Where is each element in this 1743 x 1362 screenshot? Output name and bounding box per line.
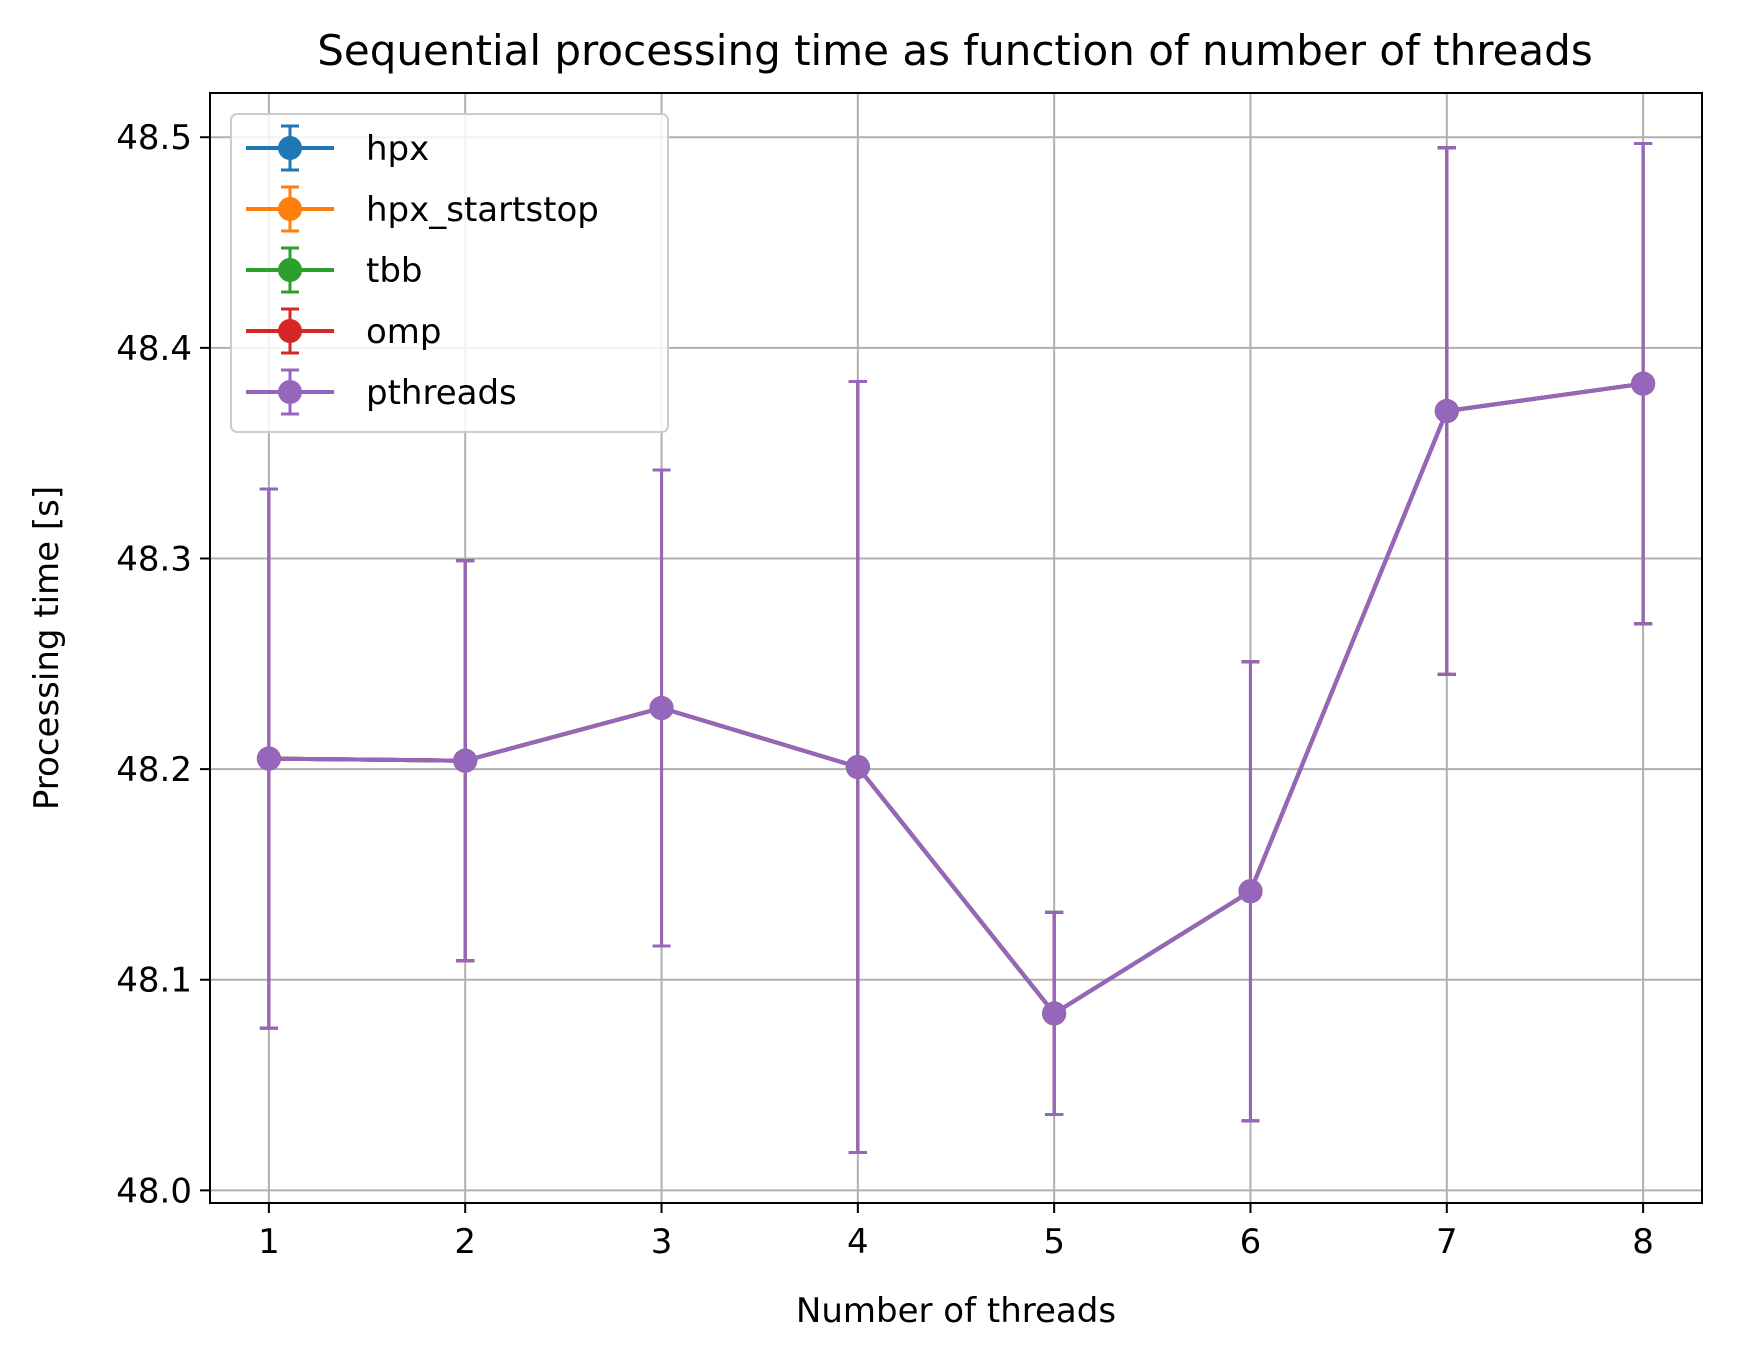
- legend-frame: [230, 113, 669, 433]
- x-tick-label: 4: [847, 1222, 869, 1262]
- legend-marker: [278, 380, 302, 404]
- x-tick-label: 7: [1436, 1222, 1458, 1262]
- legend-label: pthreads: [366, 373, 517, 413]
- series-line-hpx_startstop: [268, 381, 1644, 1016]
- series-pthreads: [256, 142, 1656, 1154]
- legend-label: hpx_startstop: [366, 190, 599, 230]
- x-tick-label: 5: [1043, 1222, 1065, 1262]
- data-point-pthreads: [1631, 371, 1656, 396]
- legend-item-pthreads: pthreads: [246, 368, 517, 416]
- legend-item-hpx: hpx: [246, 124, 429, 172]
- x-tick-label: 3: [651, 1222, 673, 1262]
- series-line-tbb: [268, 381, 1644, 1016]
- legend-marker: [278, 319, 302, 343]
- legend-marker: [278, 197, 302, 221]
- legend-item-hpx_startstop: hpx_startstop: [246, 185, 599, 233]
- plot-frame: [209, 92, 1703, 1204]
- data-point-pthreads: [1434, 399, 1459, 424]
- y-tick-label: 48.3: [116, 539, 192, 579]
- data-point-pthreads: [649, 696, 674, 721]
- chart-title: Sequential processing time as function o…: [317, 26, 1592, 75]
- legend-label: tbb: [366, 251, 423, 291]
- y-tick-label: 48.1: [116, 961, 192, 1001]
- legend-label: hpx: [366, 129, 429, 169]
- legend-label: omp: [366, 312, 442, 352]
- x-axis-label: Number of threads: [796, 1291, 1116, 1331]
- series-line-pthreads: [268, 381, 1644, 1016]
- x-tick-label: 2: [454, 1222, 476, 1262]
- x-tick-label: 6: [1240, 1222, 1262, 1262]
- y-tick-label: 48.5: [116, 118, 192, 158]
- series-line-hpx: [268, 381, 1644, 1016]
- data-point-pthreads: [1238, 879, 1263, 904]
- series-layer: [256, 142, 1656, 1154]
- y-tick-label: 48.0: [116, 1171, 192, 1211]
- legend-item-tbb: tbb: [246, 246, 423, 294]
- x-tick-label: 8: [1632, 1222, 1654, 1262]
- data-point-pthreads: [453, 748, 478, 773]
- y-tick-label: 48.2: [116, 750, 192, 790]
- legend-marker: [278, 136, 302, 160]
- legend-item-omp: omp: [246, 307, 442, 355]
- y-axis-label: Processing time [s]: [27, 486, 67, 810]
- data-point-pthreads: [1042, 1001, 1067, 1026]
- y-tick-label: 48.4: [116, 329, 192, 369]
- x-tick-label: 1: [258, 1222, 280, 1262]
- data-point-pthreads: [845, 755, 870, 780]
- series-line-omp: [268, 381, 1644, 1016]
- legend-marker: [278, 258, 302, 282]
- ticks-layer: 1 2 3 4 5 6 7 8 48.0 48.1 48.2 48.3 48.4 48.5: [116, 118, 1654, 1262]
- data-point-pthreads: [256, 746, 281, 771]
